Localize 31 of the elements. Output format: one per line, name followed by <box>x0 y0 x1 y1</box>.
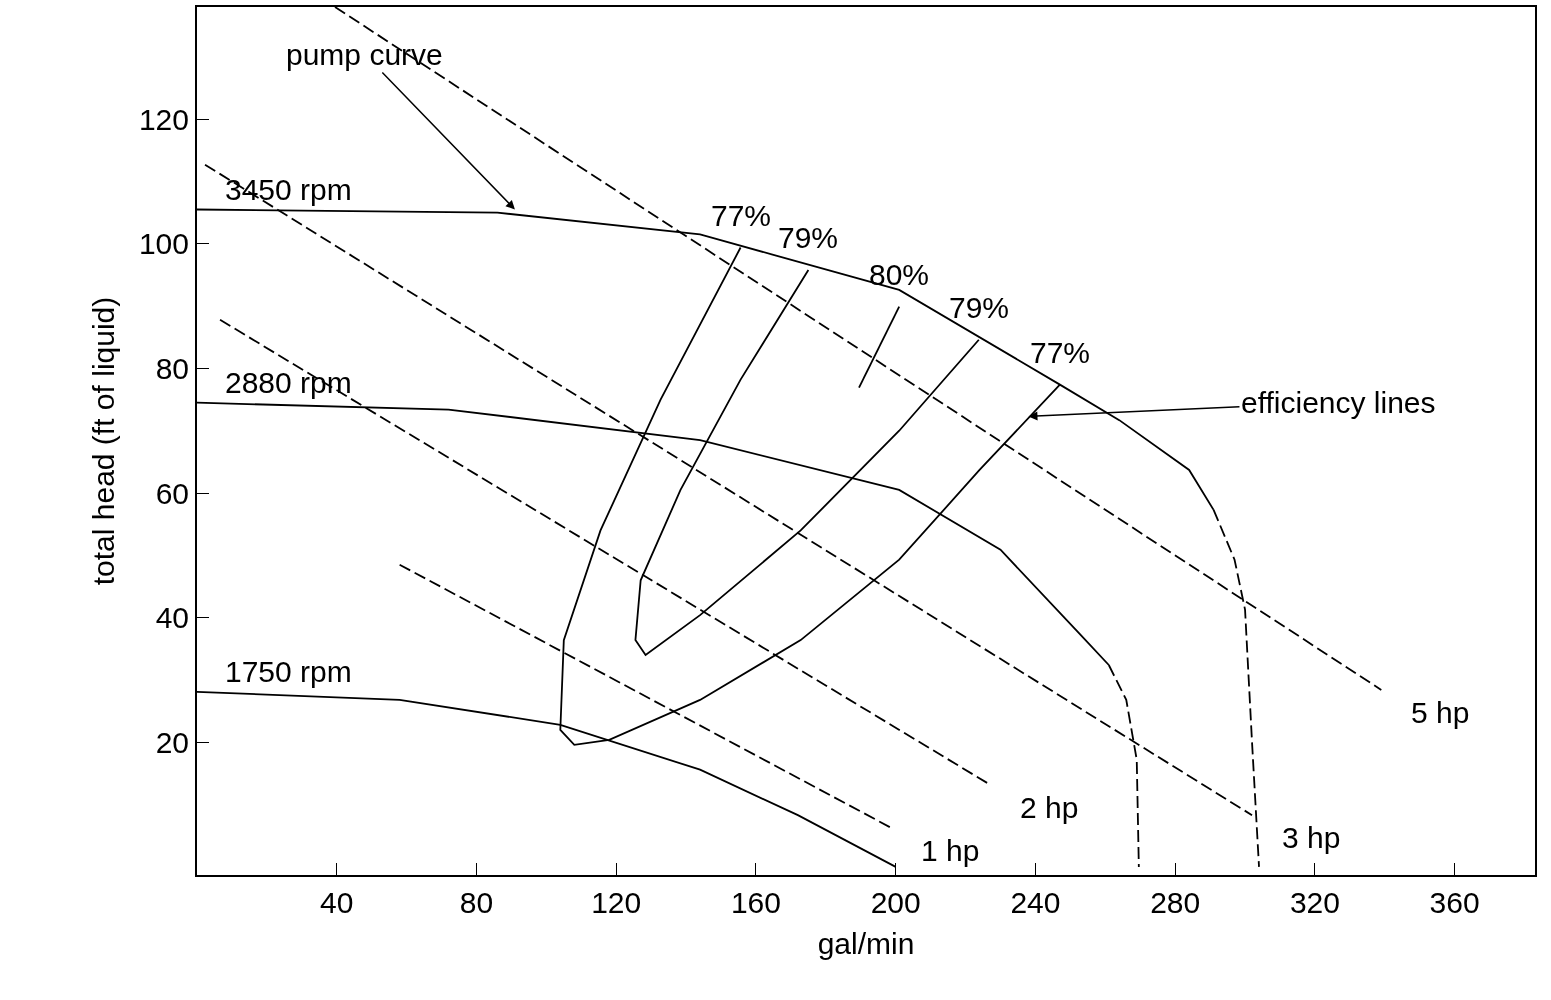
series-label: 2 hp <box>1020 791 1079 824</box>
y-tick-label: 100 <box>138 227 189 261</box>
y-tick-label: 120 <box>138 102 189 136</box>
series-label: 1750 rpm <box>225 655 352 688</box>
annotation: efficiency lines <box>1241 386 1436 419</box>
y-axis-title: total head (ft of liquid) <box>87 296 121 586</box>
series-label: 3450 rpm <box>225 173 352 206</box>
x-tick-label: 80 <box>459 886 494 919</box>
series-label: 79% <box>778 221 839 254</box>
series-label: 2880 rpm <box>225 366 352 399</box>
x-tick-label: 40 <box>320 886 354 919</box>
series-label: 80% <box>869 258 930 291</box>
annotation: 79% <box>949 291 1010 324</box>
y-tick-label: 40 <box>155 601 189 635</box>
x-tick-label: 280 <box>1150 886 1201 919</box>
annotation: pump curve <box>286 38 443 71</box>
x-axis-title: gal/min <box>817 927 915 960</box>
x-tick-label: 240 <box>1010 886 1061 919</box>
x-tick-label: 200 <box>870 886 921 919</box>
y-tick-label: 80 <box>155 351 189 385</box>
x-tick-label: 160 <box>730 886 781 919</box>
x-tick-label: 360 <box>1429 886 1480 919</box>
series-label: 1 hp <box>921 834 980 867</box>
series-label: 77% <box>711 199 772 232</box>
x-tick-label: 320 <box>1289 886 1340 919</box>
y-tick-label: 60 <box>155 476 189 510</box>
x-tick-label: 120 <box>591 886 642 919</box>
annotation: 77% <box>1030 336 1091 369</box>
series-label: 3 hp <box>1282 821 1341 854</box>
y-tick-label: 20 <box>155 725 189 759</box>
series-label: 5 hp <box>1411 696 1470 729</box>
